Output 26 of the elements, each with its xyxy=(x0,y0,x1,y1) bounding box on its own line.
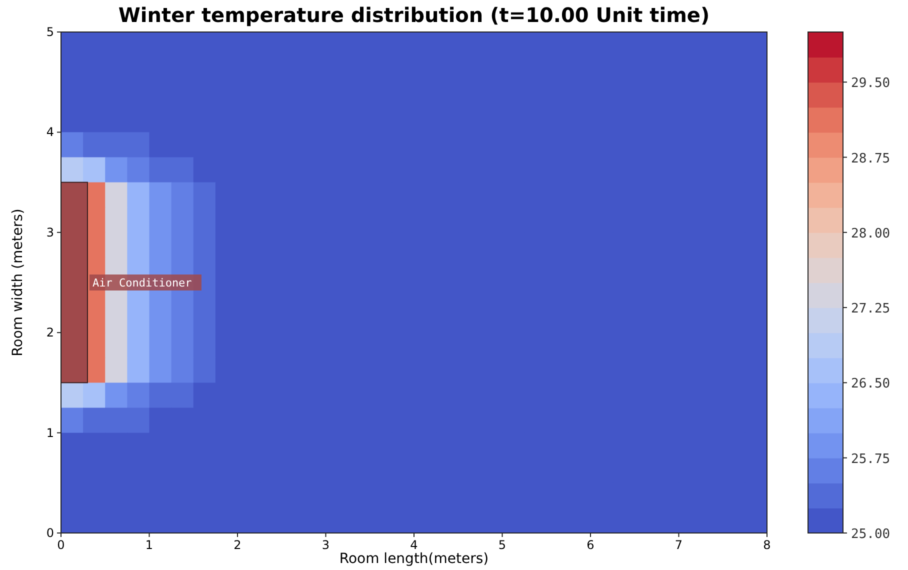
x-tick-label: 6 xyxy=(586,538,594,552)
y-axis-title: Room width (meters) xyxy=(10,208,26,356)
color-bar-label: 27.25 xyxy=(851,302,890,317)
color-bar-label: 29.50 xyxy=(851,76,890,92)
x-tick-label: 5 xyxy=(498,538,506,552)
x-tick-label: 7 xyxy=(674,538,683,552)
annotation: Air Conditioner xyxy=(92,276,192,290)
y-tick-label: 4 xyxy=(46,125,54,140)
x-axis-title: Room length(meters) xyxy=(339,551,489,567)
color-bar-label: 28.00 xyxy=(851,226,890,242)
color-bar-label: 26.50 xyxy=(851,376,890,392)
color-bar-label: 25.00 xyxy=(851,527,890,542)
y-tick-label: 5 xyxy=(46,25,54,39)
color-bar-label: 28.75 xyxy=(851,151,890,166)
x-tick-label: 8 xyxy=(763,538,771,552)
x-tick-label: 3 xyxy=(322,538,330,552)
x-tick-label: 4 xyxy=(410,538,418,552)
y-tick-label: 0 xyxy=(46,526,54,540)
y-tick-label: 1 xyxy=(46,426,54,440)
y-tick-label: 2 xyxy=(46,326,54,340)
x-tick-label: 2 xyxy=(234,538,242,552)
y-tick-label: 3 xyxy=(46,225,54,240)
color-bar-label: 25.75 xyxy=(851,452,890,467)
x-tick-label: 0 xyxy=(57,538,65,552)
x-tick-label: 1 xyxy=(145,538,154,552)
chart-title: Winter temperature distribution (t=10.00 Unit time) xyxy=(118,3,710,27)
